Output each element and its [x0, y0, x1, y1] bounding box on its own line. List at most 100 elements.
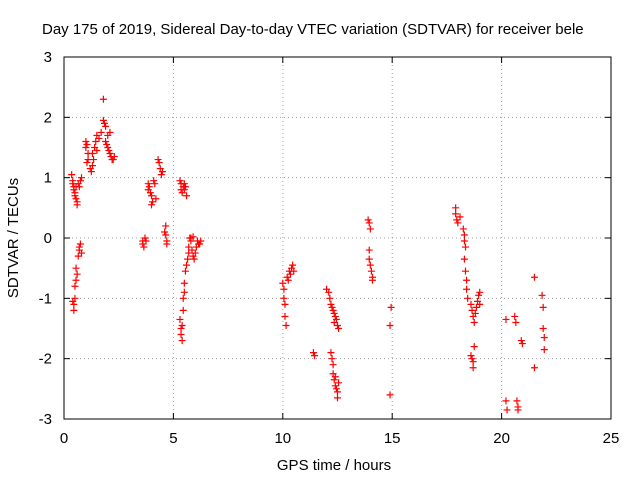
data-point	[331, 382, 339, 390]
data-point	[464, 294, 472, 302]
data-point	[180, 186, 188, 194]
data-point	[163, 240, 171, 248]
data-point	[456, 213, 464, 221]
data-point	[325, 288, 333, 296]
x-tick-label: 25	[603, 430, 620, 447]
data-point	[154, 156, 162, 164]
data-point	[180, 288, 188, 296]
data-point	[181, 183, 189, 191]
data-point	[183, 192, 191, 200]
data-point	[139, 240, 147, 248]
data-point	[72, 264, 80, 272]
data-point	[99, 95, 107, 103]
data-point	[152, 195, 160, 203]
data-point	[530, 364, 538, 372]
data-point	[76, 177, 84, 185]
data-point	[517, 337, 525, 345]
data-point	[311, 352, 319, 360]
data-point	[280, 285, 288, 293]
data-point	[179, 294, 187, 302]
data-point	[106, 150, 114, 158]
data-point	[518, 340, 526, 348]
data-point	[367, 267, 375, 275]
data-point	[328, 355, 336, 363]
data-point	[452, 210, 460, 218]
x-axis-label: GPS time / hours	[277, 457, 391, 474]
data-point	[461, 243, 469, 251]
data-point	[386, 321, 394, 329]
data-point	[469, 364, 477, 372]
data-point	[332, 385, 340, 393]
data-point	[87, 168, 95, 176]
data-point	[334, 394, 341, 402]
data-point	[82, 137, 90, 145]
data-point	[279, 279, 287, 287]
data-point	[155, 159, 163, 167]
data-point	[68, 171, 76, 179]
data-point	[180, 180, 188, 188]
x-tick-label: 10	[274, 430, 291, 447]
data-point	[161, 228, 169, 236]
data-point	[150, 177, 158, 185]
data-point	[468, 306, 476, 314]
data-point	[177, 331, 185, 339]
data-point	[185, 249, 193, 257]
data-point	[103, 140, 111, 148]
data-point	[539, 325, 547, 332]
data-point	[189, 233, 197, 241]
data-point	[327, 300, 335, 308]
data-point	[540, 334, 548, 342]
data-point	[73, 201, 81, 209]
data-point	[149, 198, 157, 206]
data-point	[158, 168, 166, 176]
data-point	[72, 276, 80, 284]
data-point	[331, 373, 339, 381]
data-point	[196, 240, 204, 248]
data-point	[469, 358, 477, 366]
data-point	[470, 343, 478, 351]
y-tick-label: 3	[44, 49, 52, 66]
data-point	[83, 159, 91, 167]
data-point	[475, 291, 483, 299]
data-point	[470, 318, 478, 326]
data-point	[365, 255, 373, 263]
data-point	[459, 225, 467, 233]
data-point	[106, 128, 114, 136]
data-point	[512, 318, 520, 326]
data-point	[335, 379, 343, 387]
data-point	[78, 249, 86, 257]
data-point	[329, 361, 337, 369]
data-point	[162, 231, 170, 239]
data-point	[463, 276, 471, 284]
data-point	[335, 325, 343, 332]
data-point	[502, 315, 510, 323]
y-tick-label: -2	[39, 351, 52, 368]
data-point	[289, 261, 297, 269]
data-point	[513, 397, 521, 405]
data-point	[183, 261, 191, 269]
data-point	[99, 116, 107, 124]
data-point	[82, 144, 90, 151]
data-point	[177, 325, 185, 332]
x-tick-label: 15	[384, 430, 401, 447]
data-point	[286, 270, 294, 278]
data-point	[142, 237, 150, 245]
data-point	[176, 315, 184, 323]
data-point	[71, 192, 79, 200]
data-point	[366, 261, 374, 269]
data-point	[75, 243, 83, 251]
axis-ticks: 0 5 10 15 20 25 -3 -2 -1 0 1 2 3	[39, 49, 620, 447]
data-point	[95, 134, 103, 142]
data-point	[334, 321, 341, 329]
data-point	[102, 122, 110, 130]
data-point	[179, 306, 187, 314]
data-point	[83, 140, 91, 148]
data-point	[144, 180, 152, 188]
data-point	[88, 150, 96, 158]
data-point	[104, 144, 112, 151]
data-point	[190, 255, 198, 263]
data-point	[146, 189, 154, 197]
data-point	[178, 337, 186, 345]
data-point	[290, 267, 298, 275]
